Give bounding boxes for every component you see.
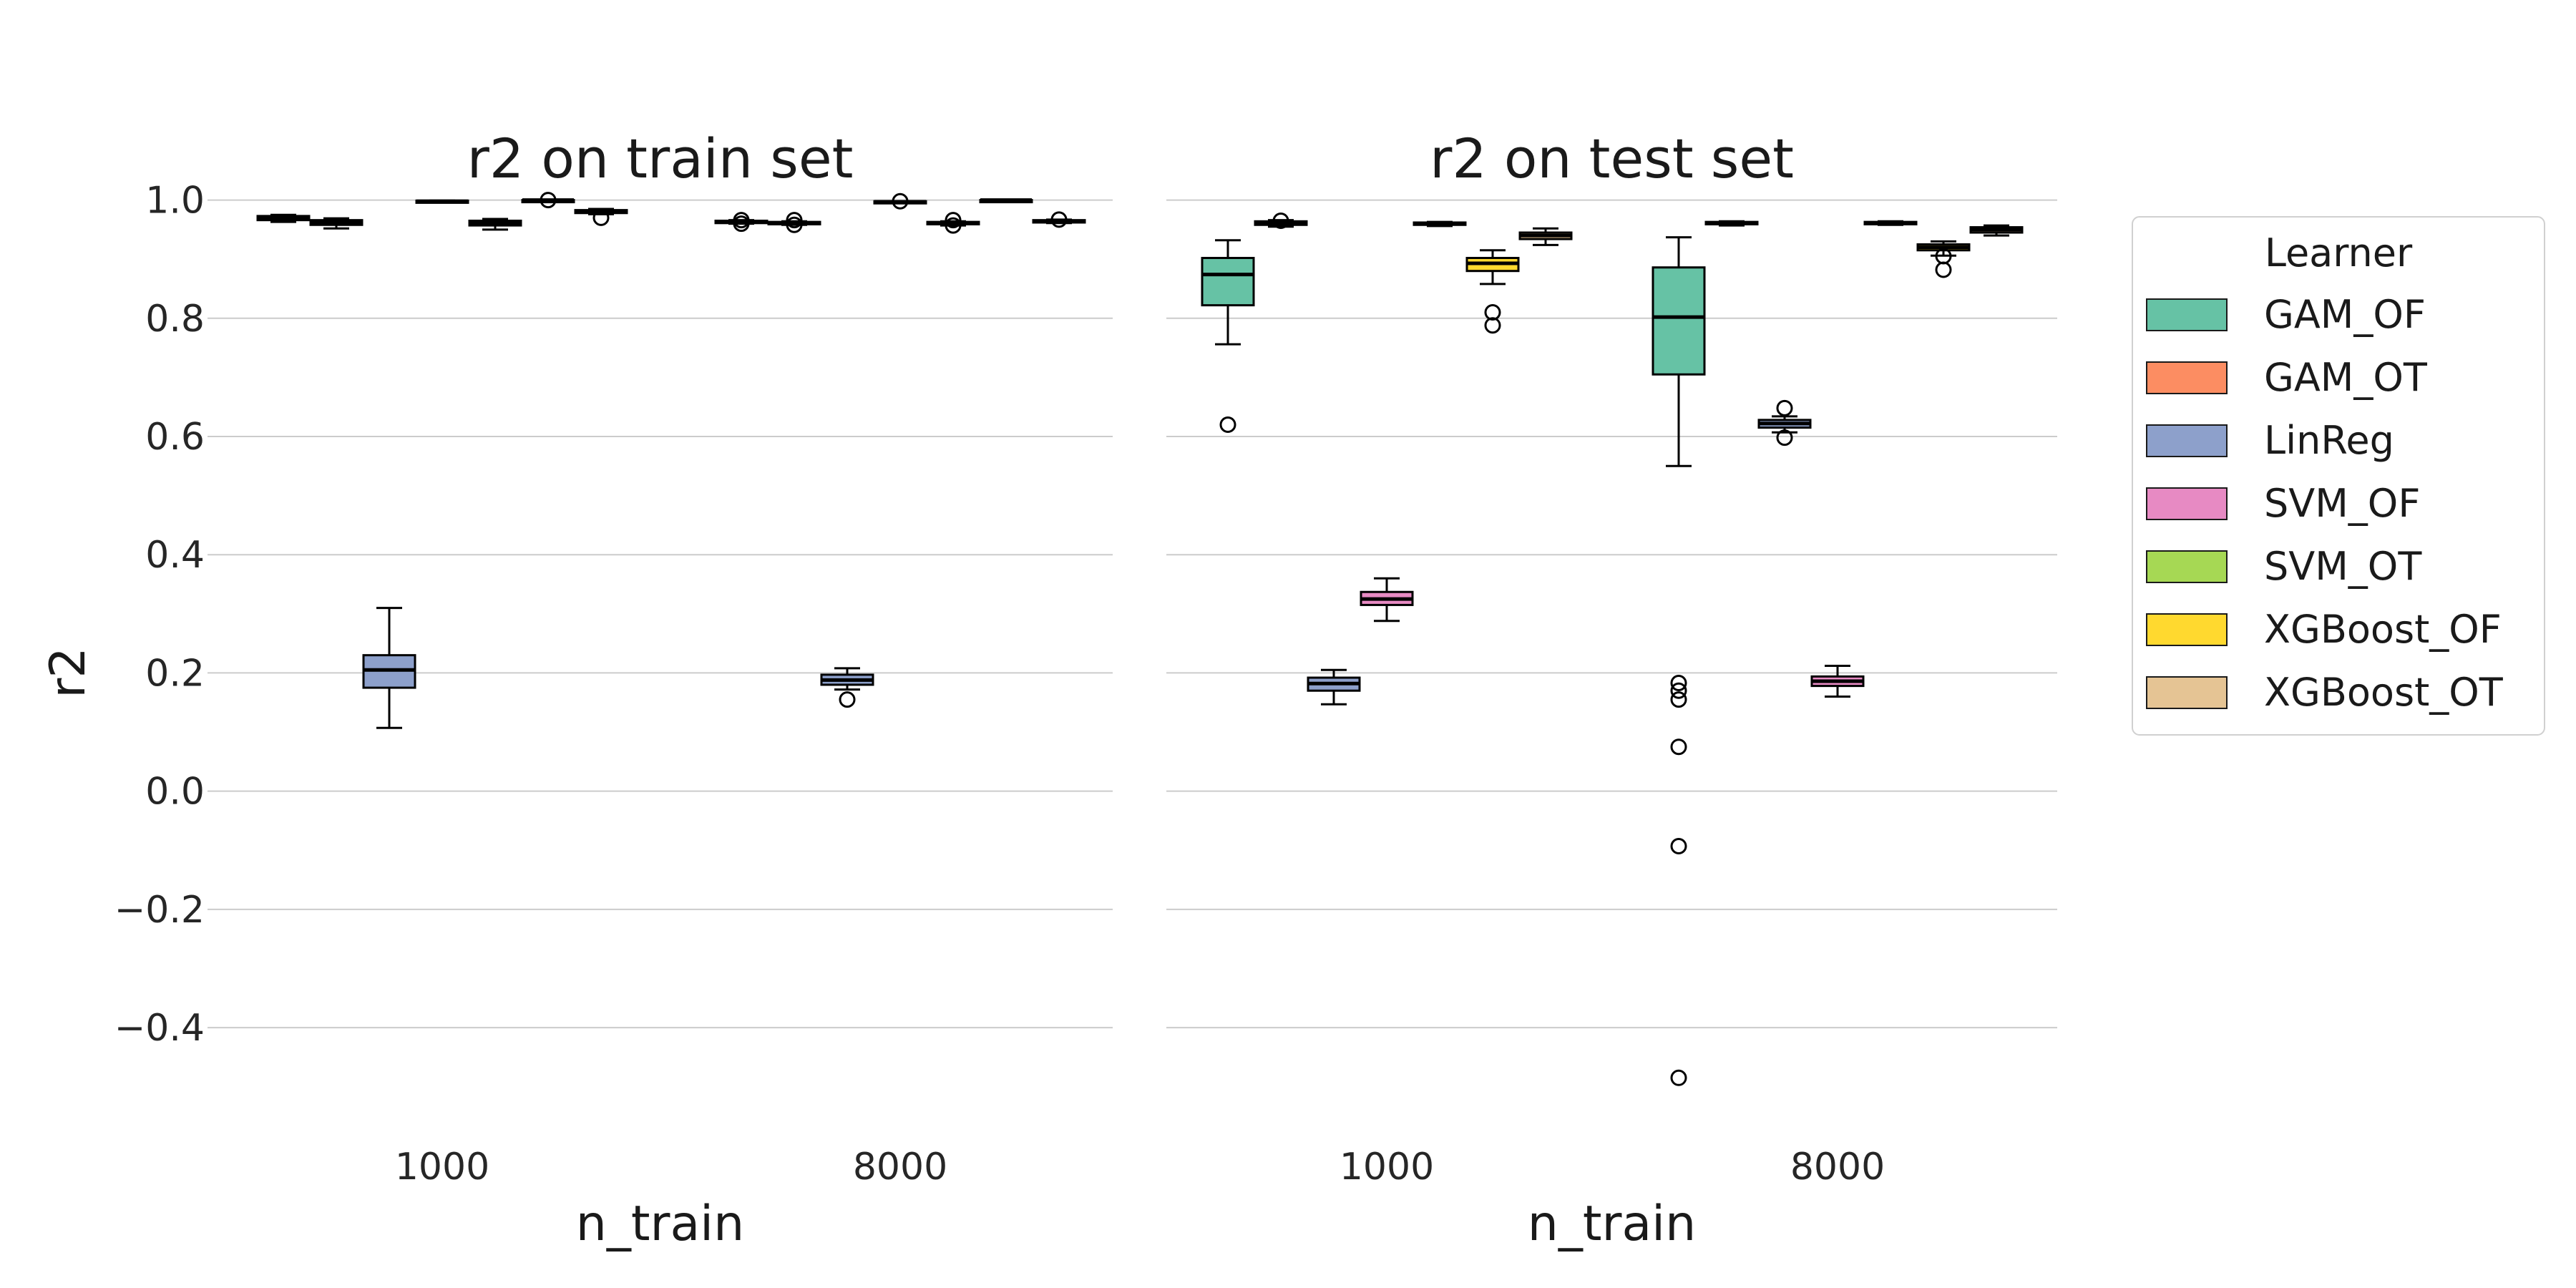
outlier-point [1050, 211, 1068, 228]
y-tick-label: −0.2 [114, 889, 205, 932]
legend-label: XGBoost_OT [2264, 670, 2504, 715]
x-axis-label: n_train [1528, 1196, 1696, 1252]
y-tick-label: −0.4 [114, 1007, 205, 1050]
box-linreg [1307, 668, 1361, 706]
box-gam-ot [1704, 220, 1759, 227]
box-svm-of [1810, 665, 1865, 698]
box-xgboost-ot [1032, 211, 1086, 228]
box-gam-ot [1254, 212, 1308, 229]
outlier-point [1670, 837, 1687, 854]
legend-entry-xgboost-of: XGBoost_OF [2146, 607, 2502, 652]
legend-entry-svm-of: SVM_OF [2146, 481, 2420, 526]
box-linreg [820, 667, 874, 708]
panel-1: −0.4 −0.2 0.0 0.2 0.4 0.6 0.8 1.0 r2 on train se… [40, 127, 1113, 1252]
box-xgboost-of [1465, 249, 1520, 334]
outlier-point [892, 192, 909, 210]
box-xgboost-ot [1969, 224, 2024, 237]
legend-swatch [2146, 424, 2228, 457]
outlier-point [945, 217, 962, 234]
box-gam-ot [767, 212, 821, 233]
legend-label: GAM_OT [2264, 355, 2428, 400]
box-svm-of [873, 192, 927, 210]
chart-panels: −0.4 −0.2 0.0 0.2 0.4 0.6 0.8 1.0 r2 on train se… [40, 127, 2057, 1252]
legend-label: XGBoost_OF [2264, 607, 2502, 652]
legend-entry-gam-of: GAM_OF [2146, 292, 2426, 337]
box-gam-ot [309, 217, 364, 230]
legend: Learner GAM_OF GAM_OT LinReg SVM_OF SVM_OT XG… [2132, 216, 2545, 736]
outlier-point [1670, 1069, 1687, 1086]
legend-swatch [2146, 550, 2228, 583]
box-iqr [1652, 266, 1706, 376]
y-tick-label: 0.6 [145, 416, 205, 459]
box-iqr [1201, 257, 1255, 307]
outlier-point [1484, 304, 1501, 321]
y-tick-label: 0.0 [145, 771, 205, 814]
outlier-point [839, 691, 856, 708]
outlier-point [1776, 399, 1793, 416]
legend-entry-svm-ot: SVM_OT [2146, 544, 2422, 589]
outlier-point [1670, 674, 1687, 691]
legend-frame [2132, 216, 2545, 736]
box-gam-of [256, 213, 311, 223]
legend-entry-gam-ot: GAM_OT [2146, 355, 2428, 400]
box-gam-of [1652, 236, 1706, 1086]
legend-swatch [2146, 487, 2228, 520]
legend-swatch [2146, 298, 2228, 331]
legend-label: GAM_OF [2264, 292, 2426, 337]
outlier-point [1776, 429, 1793, 447]
panel-title: r2 on train set [467, 127, 854, 190]
box-svm-of [1360, 577, 1414, 623]
box-linreg [362, 607, 416, 729]
legend-swatch [2146, 361, 2228, 394]
legend-swatch [2146, 676, 2228, 709]
legend-title: Learner [2265, 230, 2413, 275]
box-xgboost-of [979, 198, 1033, 204]
outlier-point [733, 215, 750, 233]
box-svm-ot [926, 212, 980, 234]
box-gam-of [714, 212, 769, 233]
box-svm-of [415, 199, 469, 204]
legend-entry-xgboost-ot: XGBoost_OT [2146, 670, 2504, 715]
panel-title: r2 on test set [1430, 127, 1794, 190]
box-svm-ot [468, 218, 522, 231]
box-linreg [1757, 399, 1812, 447]
y-tick-label: 0.2 [145, 652, 205, 695]
x-tick-label: 1000 [395, 1146, 489, 1189]
box-xgboost-ot [574, 208, 628, 226]
box-gam-of [1201, 239, 1255, 433]
outlier-point [592, 209, 610, 226]
box-xgboost-ot [1518, 227, 1573, 246]
outlier-point [1484, 317, 1501, 334]
x-tick-label: 8000 [1790, 1146, 1885, 1189]
box-svm-ot [1413, 220, 1467, 228]
panel-2: r2 on test set 1000 8000 n_train [1166, 127, 2057, 1252]
box-xgboost-of [521, 192, 575, 209]
legend-entry-linreg: LinReg [2146, 418, 2394, 463]
outlier-point [786, 216, 803, 233]
legend-label: LinReg [2264, 418, 2394, 463]
legend-label: SVM_OF [2264, 481, 2420, 526]
outlier-point [1272, 212, 1289, 229]
outlier-point [786, 212, 803, 229]
y-tick-label: 1.0 [145, 180, 205, 223]
box-svm-ot [1863, 220, 1918, 226]
x-axis-label: n_train [576, 1196, 744, 1252]
outlier-point [1219, 416, 1236, 433]
legend-swatch [2146, 613, 2228, 646]
legend-label: SVM_OT [2264, 544, 2422, 589]
outlier-point [540, 192, 557, 209]
outlier-point [1670, 738, 1687, 756]
y-tick-label: 0.8 [145, 298, 205, 341]
outlier-point [1935, 261, 1952, 278]
outlier-point [1670, 691, 1687, 708]
outlier-point [945, 212, 962, 229]
legend-entries: GAM_OF GAM_OT LinReg SVM_OF SVM_OT XGBoost_OF… [2146, 292, 2504, 715]
y-axis-label: r2 [40, 647, 97, 698]
box-xgboost-of [1916, 240, 1971, 278]
outlier-point [1670, 682, 1687, 699]
x-tick-label: 8000 [853, 1146, 947, 1189]
x-tick-label: 1000 [1340, 1146, 1434, 1189]
y-tick-label: 0.4 [145, 534, 205, 577]
